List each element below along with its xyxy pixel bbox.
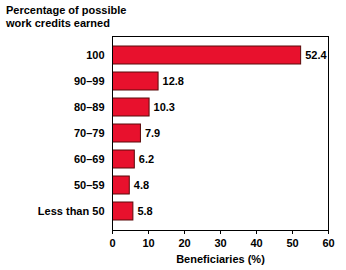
svg-text:4.8: 4.8 <box>134 179 149 191</box>
svg-text:Less than 50: Less than 50 <box>38 205 105 217</box>
svg-text:50–59: 50–59 <box>74 179 105 191</box>
svg-text:0: 0 <box>109 237 115 249</box>
svg-text:Beneficiaries (%): Beneficiaries (%) <box>176 253 265 265</box>
svg-text:12.8: 12.8 <box>163 75 184 87</box>
svg-text:60–69: 60–69 <box>74 153 105 165</box>
svg-text:30: 30 <box>214 237 226 249</box>
svg-text:52.4: 52.4 <box>305 49 327 61</box>
svg-text:100: 100 <box>86 49 104 61</box>
svg-text:20: 20 <box>178 237 190 249</box>
svg-text:50: 50 <box>286 237 298 249</box>
svg-text:7.9: 7.9 <box>145 127 160 139</box>
svg-text:60: 60 <box>322 237 334 249</box>
html-text:Percentage of possible work cr: Percentage of possible work credits earn… <box>6 4 127 29</box>
svg-text:10.3: 10.3 <box>154 101 175 113</box>
svg-text:5.8: 5.8 <box>137 205 152 217</box>
svg-text:6.2: 6.2 <box>139 153 154 165</box>
svg-text:80–89: 80–89 <box>74 101 105 113</box>
svg-text:40: 40 <box>250 237 262 249</box>
svg-text:10: 10 <box>142 237 154 249</box>
svg-text:70–79: 70–79 <box>74 127 105 139</box>
svg-text:90–99: 90–99 <box>74 75 105 87</box>
